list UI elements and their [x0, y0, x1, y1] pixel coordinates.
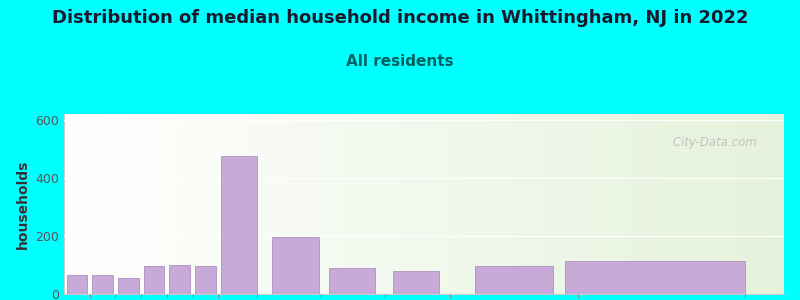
Bar [170, 265, 190, 294]
Bar [118, 278, 138, 294]
Bar [66, 275, 87, 294]
Y-axis label: households: households [16, 159, 30, 249]
Bar [475, 266, 553, 294]
Bar [144, 266, 164, 294]
Bar [566, 261, 746, 294]
Bar [92, 275, 113, 294]
Bar [195, 266, 216, 294]
Bar [272, 237, 318, 294]
Text: All residents: All residents [346, 54, 454, 69]
Bar [329, 268, 375, 294]
Text: Distribution of median household income in Whittingham, NJ in 2022: Distribution of median household income … [52, 9, 748, 27]
Text: City-Data.com: City-Data.com [669, 136, 757, 148]
Bar [221, 156, 257, 294]
Bar [393, 271, 439, 294]
